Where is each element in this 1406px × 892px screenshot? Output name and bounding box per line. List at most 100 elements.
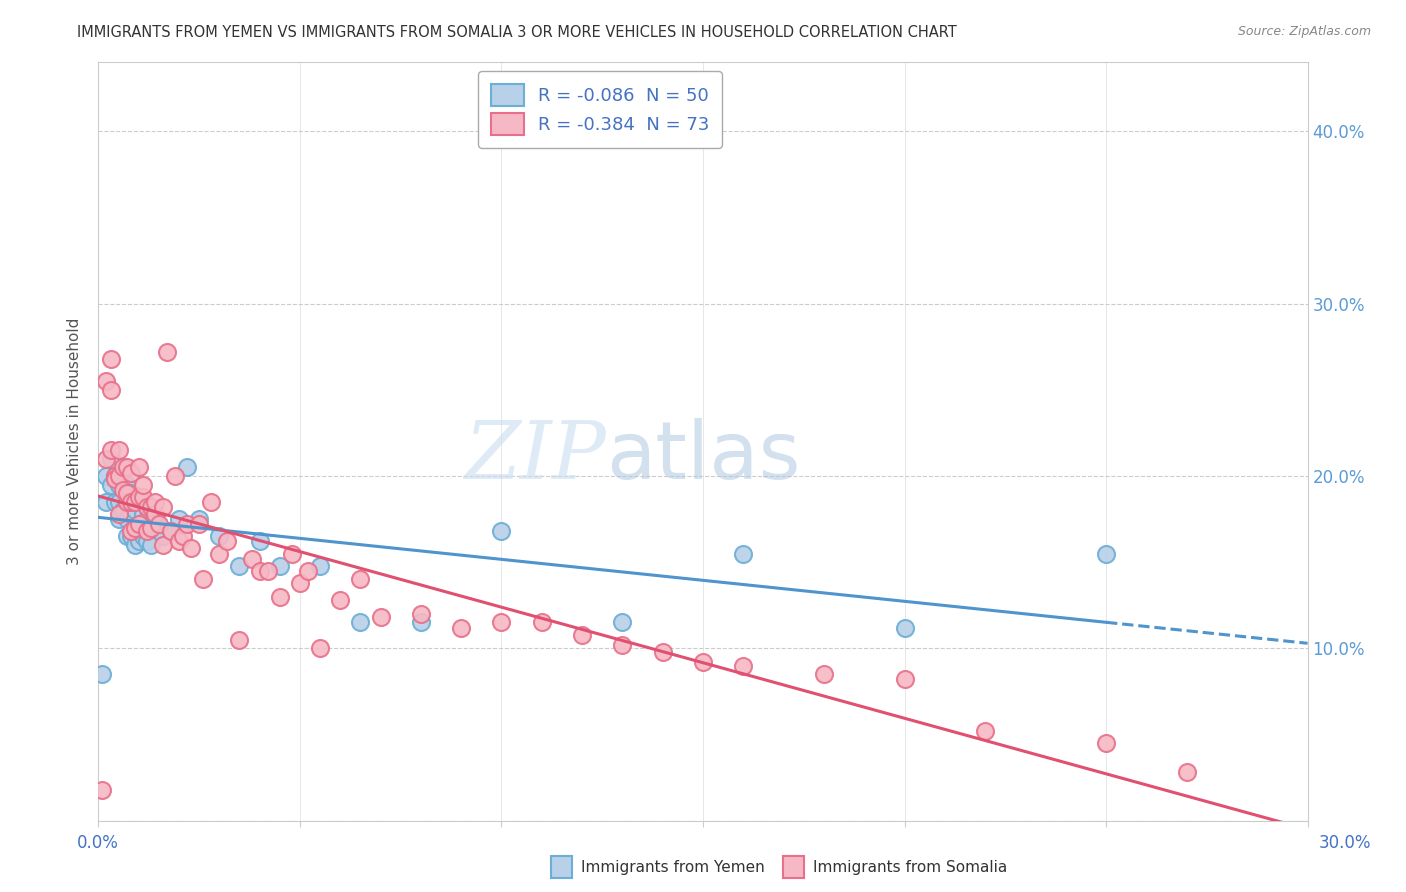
Point xyxy=(132,507,155,521)
Text: Immigrants from Yemen: Immigrants from Yemen xyxy=(581,860,765,874)
Point xyxy=(139,521,162,535)
Point xyxy=(148,521,170,535)
Text: Source: ZipAtlas.com: Source: ZipAtlas.com xyxy=(1237,25,1371,38)
Point xyxy=(152,538,174,552)
Point xyxy=(349,615,371,630)
Point xyxy=(813,667,835,681)
Point xyxy=(139,500,162,514)
Text: ZIP: ZIP xyxy=(464,418,606,495)
Point xyxy=(409,607,432,621)
Point xyxy=(167,512,190,526)
Point xyxy=(115,477,138,491)
Legend: R = -0.086  N = 50, R = -0.384  N = 73: R = -0.086 N = 50, R = -0.384 N = 73 xyxy=(478,71,723,148)
Point xyxy=(571,627,593,641)
Point xyxy=(96,469,118,483)
Point xyxy=(132,490,155,504)
Point xyxy=(160,524,183,538)
Text: 30.0%: 30.0% xyxy=(1319,834,1371,852)
Point xyxy=(193,573,215,587)
Point xyxy=(208,529,231,543)
Point xyxy=(132,529,155,543)
Point xyxy=(176,517,198,532)
Point xyxy=(124,521,146,535)
Point xyxy=(156,345,179,359)
Point xyxy=(651,645,673,659)
Point xyxy=(249,534,271,549)
Point xyxy=(163,469,186,483)
Point xyxy=(120,466,142,480)
Point xyxy=(120,495,142,509)
Point xyxy=(115,529,138,543)
Point xyxy=(269,558,291,573)
Point xyxy=(111,503,134,517)
Point xyxy=(349,573,371,587)
Point xyxy=(143,507,166,521)
Point xyxy=(249,564,271,578)
Point xyxy=(491,615,513,630)
Point xyxy=(96,451,118,466)
Point xyxy=(143,495,166,509)
Point xyxy=(409,615,432,630)
Point xyxy=(143,512,166,526)
Point xyxy=(100,383,122,397)
Point xyxy=(91,782,114,797)
Point xyxy=(100,451,122,466)
Point xyxy=(111,460,134,475)
Point xyxy=(120,486,142,500)
Text: atlas: atlas xyxy=(606,417,800,496)
Point xyxy=(309,641,332,656)
Point xyxy=(974,724,997,739)
Point xyxy=(128,517,150,532)
Point xyxy=(124,521,146,535)
Point xyxy=(100,443,122,458)
Point xyxy=(329,593,352,607)
Point xyxy=(96,374,118,388)
Point xyxy=(120,524,142,538)
Point xyxy=(733,547,755,561)
Point xyxy=(115,460,138,475)
Point xyxy=(139,538,162,552)
Point xyxy=(288,575,311,590)
Y-axis label: 3 or more Vehicles in Household: 3 or more Vehicles in Household xyxy=(67,318,83,566)
Point xyxy=(124,503,146,517)
Point xyxy=(893,673,915,687)
Point xyxy=(172,529,194,543)
Point xyxy=(167,534,190,549)
Point xyxy=(115,486,138,500)
Point xyxy=(91,667,114,681)
Point xyxy=(124,538,146,552)
Point xyxy=(107,469,129,483)
Point xyxy=(692,655,714,669)
Point xyxy=(135,524,157,538)
Point xyxy=(612,638,634,652)
Text: 0.0%: 0.0% xyxy=(77,834,120,852)
Point xyxy=(124,495,146,509)
Point xyxy=(176,460,198,475)
Point xyxy=(100,477,122,491)
Point xyxy=(217,534,239,549)
Point xyxy=(100,351,122,366)
Point xyxy=(120,529,142,543)
Point xyxy=(893,621,915,635)
Point xyxy=(111,483,134,497)
Point xyxy=(103,469,125,483)
Point xyxy=(107,495,129,509)
Point xyxy=(135,512,157,526)
Point xyxy=(281,547,304,561)
Point xyxy=(228,632,250,647)
Point xyxy=(612,615,634,630)
Point xyxy=(135,534,157,549)
Point xyxy=(1095,736,1118,750)
Point xyxy=(370,610,392,624)
Point xyxy=(111,477,134,491)
Text: IMMIGRANTS FROM YEMEN VS IMMIGRANTS FROM SOMALIA 3 OR MORE VEHICLES IN HOUSEHOLD: IMMIGRANTS FROM YEMEN VS IMMIGRANTS FROM… xyxy=(77,25,957,40)
Point xyxy=(160,524,183,538)
Point xyxy=(256,564,278,578)
Point xyxy=(103,495,125,509)
Point xyxy=(491,524,513,538)
Point xyxy=(297,564,319,578)
Point xyxy=(128,460,150,475)
Point xyxy=(107,512,129,526)
Point xyxy=(128,534,150,549)
Point xyxy=(269,590,291,604)
